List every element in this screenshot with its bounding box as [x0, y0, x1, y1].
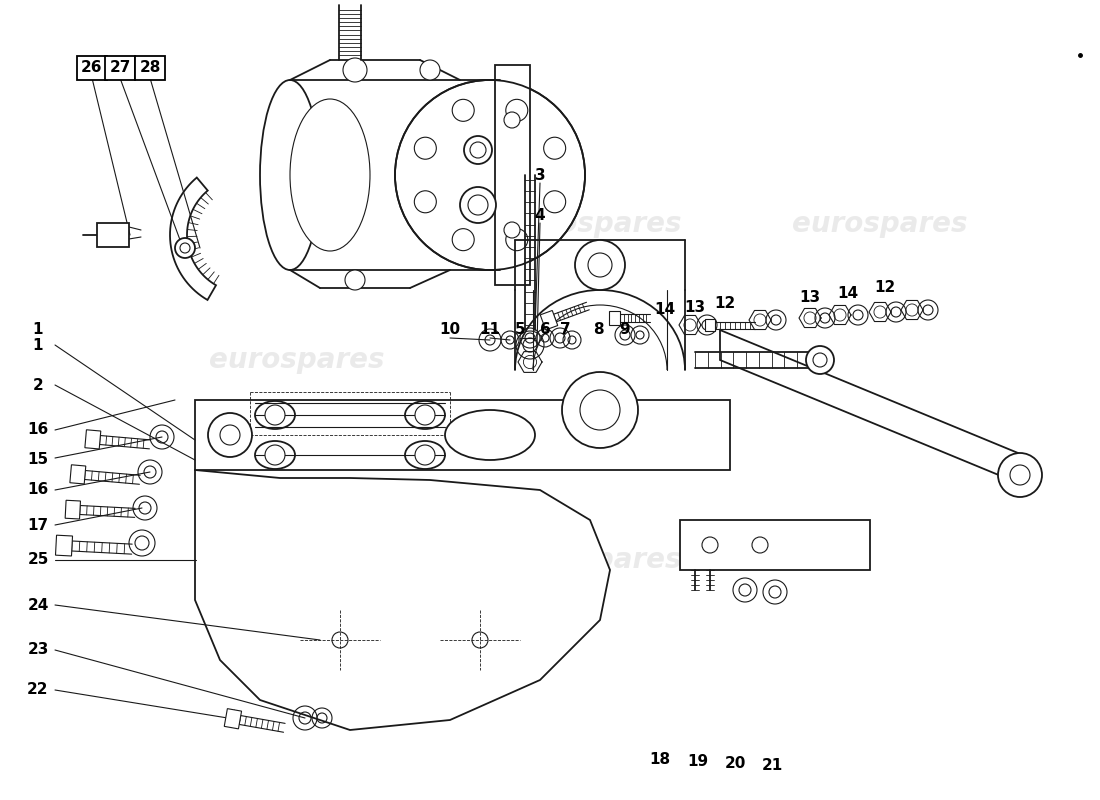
Text: 17: 17: [28, 518, 48, 533]
Text: 10: 10: [439, 322, 461, 338]
Ellipse shape: [255, 441, 295, 469]
Polygon shape: [65, 500, 80, 519]
Circle shape: [452, 99, 474, 122]
Text: 6: 6: [540, 322, 550, 338]
Text: 13: 13: [800, 290, 821, 305]
Circle shape: [415, 190, 437, 213]
Text: 3: 3: [535, 167, 546, 182]
Ellipse shape: [290, 99, 370, 251]
Text: eurospares: eurospares: [792, 210, 968, 238]
Circle shape: [998, 453, 1042, 497]
Text: 14: 14: [654, 302, 675, 318]
Text: 1: 1: [33, 338, 43, 353]
Text: 4: 4: [535, 207, 546, 222]
Text: 13: 13: [684, 299, 705, 314]
Polygon shape: [55, 535, 73, 556]
Ellipse shape: [405, 441, 446, 469]
Circle shape: [415, 138, 437, 159]
Text: 1: 1: [33, 322, 43, 338]
Circle shape: [504, 222, 520, 238]
Text: 12: 12: [874, 279, 895, 294]
Polygon shape: [70, 465, 86, 484]
Circle shape: [702, 537, 718, 553]
Text: eurospares: eurospares: [506, 546, 682, 574]
Polygon shape: [85, 430, 101, 449]
Circle shape: [472, 632, 488, 648]
Text: eurospares: eurospares: [506, 210, 682, 238]
Bar: [97, 223, 129, 247]
Text: 19: 19: [688, 754, 708, 770]
Text: 24: 24: [28, 598, 48, 613]
Bar: [195, 400, 730, 470]
Text: 7: 7: [560, 322, 570, 338]
Text: 27: 27: [109, 61, 131, 75]
Text: 11: 11: [480, 322, 501, 338]
Circle shape: [504, 112, 520, 128]
Text: 23: 23: [28, 642, 48, 658]
Circle shape: [543, 138, 565, 159]
Polygon shape: [720, 330, 1035, 490]
Text: 15: 15: [28, 453, 48, 467]
Circle shape: [345, 270, 365, 290]
Circle shape: [175, 238, 195, 258]
Text: 18: 18: [649, 753, 671, 767]
Circle shape: [265, 445, 285, 465]
Text: 9: 9: [619, 322, 630, 338]
Circle shape: [575, 240, 625, 290]
Polygon shape: [705, 319, 715, 331]
Text: 5: 5: [515, 322, 526, 338]
Bar: [495, 65, 530, 285]
Text: eurospares: eurospares: [209, 346, 385, 374]
Polygon shape: [608, 311, 620, 325]
Circle shape: [543, 190, 565, 213]
Ellipse shape: [260, 80, 320, 270]
Text: 25: 25: [28, 553, 48, 567]
Text: 22: 22: [28, 682, 48, 698]
Circle shape: [332, 632, 348, 648]
Circle shape: [562, 372, 638, 448]
Polygon shape: [170, 178, 216, 300]
Ellipse shape: [446, 410, 535, 460]
Circle shape: [752, 537, 768, 553]
Circle shape: [415, 445, 434, 465]
Circle shape: [506, 229, 528, 250]
Text: 12: 12: [714, 295, 736, 310]
Text: 16: 16: [28, 422, 48, 438]
Circle shape: [464, 136, 492, 164]
Text: 2: 2: [33, 378, 43, 393]
Polygon shape: [195, 470, 610, 730]
Text: 28: 28: [140, 61, 161, 75]
Text: 14: 14: [837, 286, 859, 301]
Circle shape: [506, 99, 528, 122]
Text: 16: 16: [28, 482, 48, 498]
Circle shape: [415, 405, 434, 425]
Circle shape: [420, 60, 440, 80]
Text: 26: 26: [81, 61, 102, 75]
Text: 21: 21: [761, 758, 782, 774]
Circle shape: [208, 413, 252, 457]
Ellipse shape: [255, 401, 295, 429]
Circle shape: [343, 58, 367, 82]
Circle shape: [806, 346, 834, 374]
Text: 8: 8: [593, 322, 603, 338]
Polygon shape: [540, 310, 558, 330]
Circle shape: [452, 229, 474, 250]
Ellipse shape: [405, 401, 446, 429]
Circle shape: [460, 187, 496, 223]
Text: 20: 20: [724, 757, 746, 771]
Bar: [680, 520, 870, 570]
Polygon shape: [224, 709, 242, 729]
Circle shape: [265, 405, 285, 425]
Circle shape: [395, 80, 585, 270]
